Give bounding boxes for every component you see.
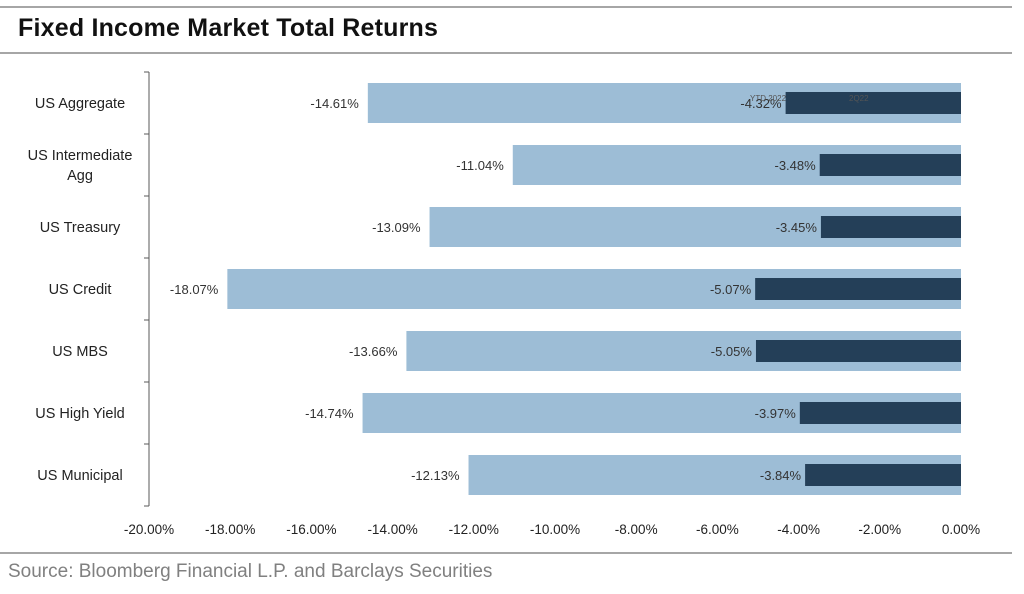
x-tick-label: -18.00%	[205, 522, 255, 537]
bar-2q22	[799, 402, 961, 424]
x-tick-label: -4.00%	[777, 522, 820, 537]
title-rule	[0, 52, 1012, 54]
data-label: -3.45%	[776, 220, 818, 235]
top-rule	[0, 6, 1012, 8]
bar-2q22	[820, 216, 961, 238]
x-tick-label: -16.00%	[286, 522, 336, 537]
x-tick-label: 0.00%	[942, 522, 980, 537]
x-tick-label: -20.00%	[124, 522, 174, 537]
bar-2q22	[819, 154, 961, 176]
category-label: Agg	[67, 168, 93, 184]
data-label: -5.07%	[710, 282, 752, 297]
chart-title: Fixed Income Market Total Returns	[18, 14, 439, 42]
x-tick-label: -6.00%	[696, 522, 739, 537]
data-label: -13.09%	[372, 220, 421, 235]
data-label: -12.13%	[411, 468, 460, 483]
legend-entry: 2Q22	[849, 94, 869, 103]
data-label: -3.48%	[775, 158, 817, 173]
data-label: -13.66%	[349, 344, 398, 359]
data-label: -14.61%	[310, 96, 359, 111]
data-label: -11.04%	[456, 158, 504, 173]
bar-2q22	[755, 278, 961, 300]
x-tick-label: -10.00%	[530, 522, 580, 537]
x-tick-label: -14.00%	[367, 522, 417, 537]
category-label: US High Yield	[35, 406, 124, 422]
x-tick-label: -12.00%	[449, 522, 499, 537]
legend-entry: YTD 2022	[750, 94, 787, 103]
source-note: Source: Bloomberg Financial L.P. and Bar…	[8, 561, 493, 582]
data-label: -3.97%	[755, 406, 797, 421]
bar-2q22	[805, 464, 961, 486]
data-label: -5.05%	[711, 344, 753, 359]
data-label: -14.74%	[305, 406, 354, 421]
footer-rule	[0, 552, 1012, 554]
data-label: -4.32%	[740, 96, 782, 111]
category-label: US Intermediate	[28, 148, 133, 164]
category-label: US MBS	[52, 344, 108, 360]
bar-2q22	[785, 92, 961, 114]
data-label: -3.84%	[760, 468, 802, 483]
category-label: US Municipal	[37, 468, 122, 484]
bar-chart: -14.61% -4.32% US Aggregate -11.04% -3.48% US…	[28, 71, 980, 537]
category-label: US Credit	[49, 282, 112, 298]
category-label: US Treasury	[40, 220, 121, 236]
x-tick-label: -8.00%	[615, 522, 658, 537]
bar-2q22	[755, 340, 961, 362]
category-label: US Aggregate	[35, 96, 125, 112]
data-label: -18.07%	[170, 282, 219, 297]
x-tick-label: -2.00%	[858, 522, 901, 537]
